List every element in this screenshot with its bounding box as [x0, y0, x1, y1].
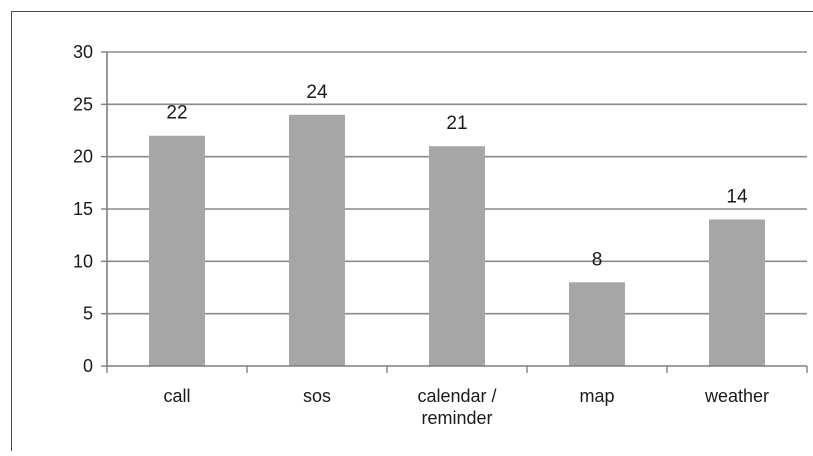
y-tick-label: 0	[83, 356, 93, 376]
bar	[709, 219, 765, 366]
data-label: 24	[306, 82, 328, 103]
y-tick-label: 5	[83, 304, 93, 324]
bar	[569, 282, 625, 366]
data-label: 14	[726, 186, 748, 207]
x-category-label: calendar / reminder	[417, 386, 496, 428]
bar	[149, 135, 205, 366]
y-tick-label: 20	[73, 147, 93, 167]
y-tick-label: 15	[73, 199, 93, 219]
bar	[289, 114, 345, 366]
y-tick-label: 25	[73, 94, 93, 114]
data-label: 22	[166, 103, 187, 124]
data-labels: 22 24 21 8 14	[166, 82, 748, 270]
y-tick-label: 30	[73, 42, 93, 62]
x-category-label: call	[163, 386, 190, 406]
x-category-label: map	[579, 386, 614, 406]
data-label: 8	[592, 249, 603, 270]
bar-chart: 0 5 10 15 20 25 30 call sos calendar / reminder ma…	[73, 42, 808, 428]
x-category-label: sos	[303, 386, 331, 406]
axes	[101, 51, 808, 373]
y-tick-label: 10	[73, 251, 93, 271]
x-axis-category-labels: call sos calendar / reminder map weather	[163, 386, 769, 428]
data-label: 21	[446, 113, 467, 134]
x-category-label: weather	[704, 386, 769, 406]
bar	[429, 146, 485, 366]
y-axis-tick-labels: 0 5 10 15 20 25 30	[73, 42, 93, 376]
bars	[149, 114, 765, 366]
chart-frame: 0 5 10 15 20 25 30 call sos calendar / reminder ma…	[11, 11, 813, 451]
